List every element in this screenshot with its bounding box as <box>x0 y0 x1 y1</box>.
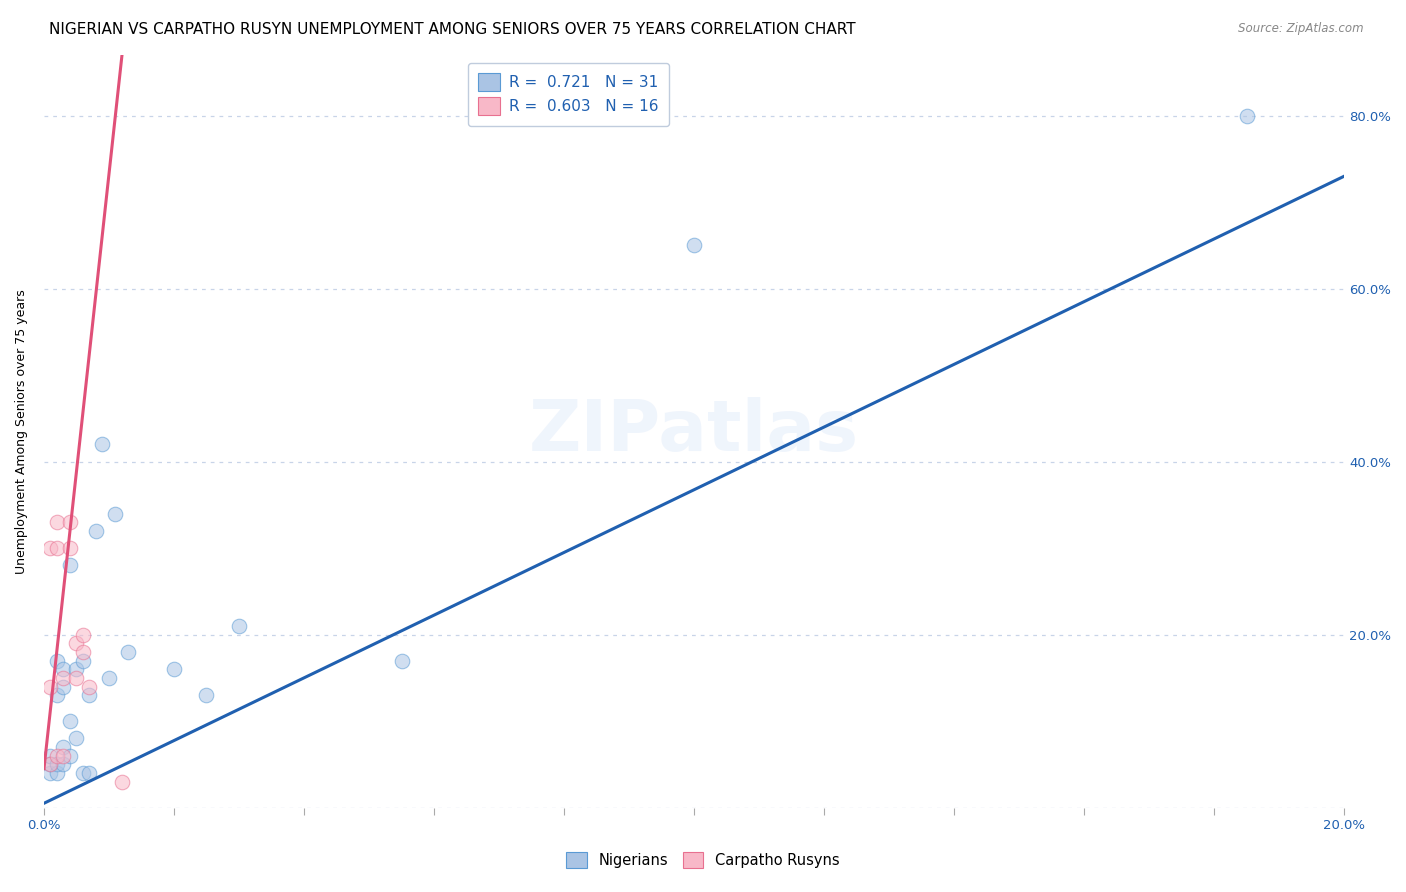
Point <box>65 671 87 685</box>
Point <box>46 654 69 668</box>
Point <box>91 437 114 451</box>
Point <box>163 662 186 676</box>
Point <box>59 714 82 728</box>
Point <box>39 757 62 772</box>
Point <box>46 766 69 780</box>
Point <box>52 671 75 685</box>
Point <box>79 688 101 702</box>
Point <box>104 507 127 521</box>
Legend: R =  0.721   N = 31, R =  0.603   N = 16: R = 0.721 N = 31, R = 0.603 N = 16 <box>468 62 669 126</box>
Point <box>84 524 107 538</box>
Point <box>59 748 82 763</box>
Point <box>52 662 75 676</box>
Point <box>52 740 75 755</box>
Point <box>59 515 82 529</box>
Point <box>117 645 139 659</box>
Point <box>72 627 94 641</box>
Point <box>72 645 94 659</box>
Point <box>39 541 62 555</box>
Point <box>39 680 62 694</box>
Point <box>46 757 69 772</box>
Point <box>46 688 69 702</box>
Point <box>111 774 134 789</box>
Point <box>391 654 413 668</box>
Point <box>72 766 94 780</box>
Point <box>65 636 87 650</box>
Text: Source: ZipAtlas.com: Source: ZipAtlas.com <box>1239 22 1364 36</box>
Text: NIGERIAN VS CARPATHO RUSYN UNEMPLOYMENT AMONG SENIORS OVER 75 YEARS CORRELATION : NIGERIAN VS CARPATHO RUSYN UNEMPLOYMENT … <box>49 22 856 37</box>
Point <box>195 688 218 702</box>
Point <box>79 766 101 780</box>
Point <box>72 654 94 668</box>
Point <box>46 541 69 555</box>
Point <box>98 671 121 685</box>
Point <box>46 515 69 529</box>
Point <box>59 541 82 555</box>
Point <box>59 558 82 573</box>
Text: ZIPatlas: ZIPatlas <box>529 397 859 466</box>
Point <box>39 748 62 763</box>
Point <box>65 731 87 746</box>
Point <box>228 619 250 633</box>
Point <box>39 766 62 780</box>
Point <box>1236 109 1258 123</box>
Point <box>52 748 75 763</box>
Point <box>65 662 87 676</box>
Point <box>79 680 101 694</box>
Point <box>46 748 69 763</box>
Point <box>52 757 75 772</box>
Y-axis label: Unemployment Among Seniors over 75 years: Unemployment Among Seniors over 75 years <box>15 289 28 574</box>
Point <box>52 680 75 694</box>
Point <box>683 238 706 252</box>
Legend: Nigerians, Carpatho Rusyns: Nigerians, Carpatho Rusyns <box>560 845 846 876</box>
Point <box>39 757 62 772</box>
